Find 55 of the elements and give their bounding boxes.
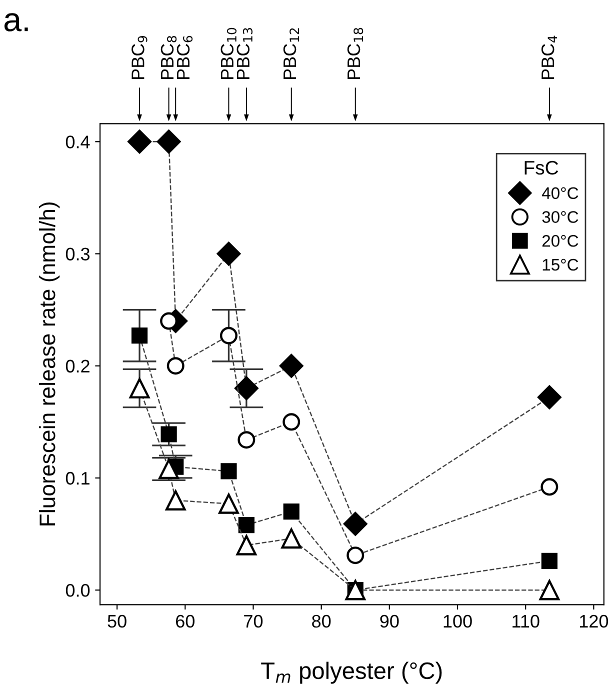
point [281,528,302,549]
x-tick-label: 110 [512,614,540,628]
point [282,413,300,431]
x-tick-label: 60 [176,614,194,628]
x-tick-label: 80 [312,614,331,628]
legend-label: 20°C [542,234,578,247]
point [540,478,558,496]
text: PBC$_{4}$ [541,36,558,79]
text: PBC$_{18}$ [347,28,364,79]
legend-label: 40°C [542,187,578,200]
y-tick-label: 0.2 [66,360,90,373]
point [541,552,558,569]
point [283,504,300,520]
x-axis-title: T$_{m}$ polyester (°C) [261,662,442,684]
text: a. [4,13,28,32]
y-axis-title: Fluorescein release rate (nmol/h) [38,202,60,526]
point [238,431,256,449]
point [539,580,560,600]
point [166,357,184,375]
y-tick-label: 0.4 [66,136,90,148]
x-tick-label: 50 [108,614,126,628]
y-tick-label: 0.1 [66,472,90,485]
y-tick-label: 0.0 [66,584,90,597]
point [234,376,258,400]
legend-label: 30°C [542,211,578,223]
text: PBC$_{13}$ [236,28,253,79]
text: PBC$_{8}$ [160,36,177,79]
point [236,535,257,556]
y-tick-label: 0.3 [66,248,90,260]
point [128,130,152,154]
point [165,490,186,511]
point [218,494,239,514]
text: PBC$_{12}$ [283,28,299,79]
legend-title: FsC [524,160,558,175]
point [279,354,304,378]
point [220,463,237,480]
point [238,517,254,534]
point [346,546,364,564]
legend-label: 15°C [542,258,578,271]
point [131,328,148,344]
point [158,458,179,480]
point [538,385,562,410]
x-tick-label: 70 [244,614,263,628]
text: PBC$_{10}$ [220,28,237,79]
x-tick-label: 120 [580,614,608,628]
point [220,326,238,344]
point [160,426,177,442]
x-tick-label: 90 [380,614,399,628]
point [343,512,368,536]
point [129,378,150,398]
text: PBC$_{9}$ [132,36,148,79]
x-tick-label: 100 [444,614,472,628]
point [156,130,181,154]
point [216,242,241,266]
text: PBC$_{6}$ [176,36,193,79]
